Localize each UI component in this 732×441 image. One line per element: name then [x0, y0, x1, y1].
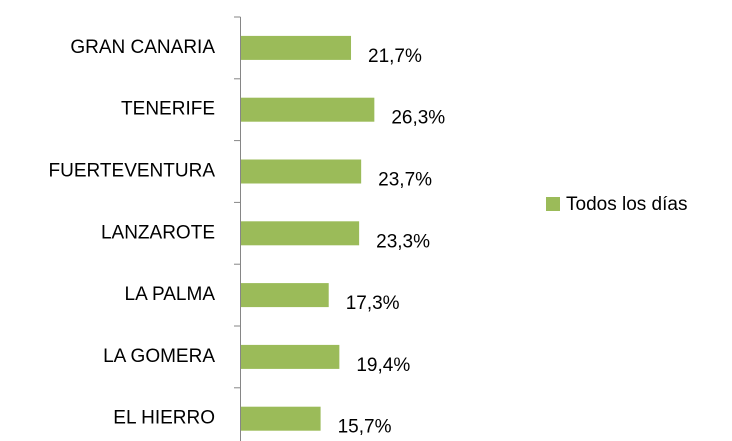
category-label: LANZAROTE	[101, 222, 215, 243]
value-label: 15,7%	[338, 417, 392, 438]
category-label: GRAN CANARIA	[70, 37, 215, 58]
value-label: 23,3%	[376, 231, 430, 252]
bar	[241, 35, 352, 60]
value-label: 17,3%	[346, 293, 400, 314]
legend-swatch	[546, 197, 560, 211]
bar	[241, 97, 375, 122]
category-label: EL HIERRO	[113, 408, 215, 429]
bar	[241, 344, 340, 369]
category-label: FUERTEVENTURA	[49, 161, 216, 182]
value-label: 23,7%	[378, 170, 432, 191]
legend-label: Todos los días	[566, 194, 687, 215]
category-label: LA GOMERA	[103, 346, 215, 367]
bar	[241, 221, 360, 246]
category-label: LA PALMA	[125, 284, 216, 305]
value-label: 21,7%	[368, 46, 422, 67]
bar	[241, 283, 329, 308]
value-label: 26,3%	[391, 108, 445, 129]
value-label: 19,4%	[356, 355, 410, 376]
bar	[241, 159, 362, 184]
bar	[241, 406, 321, 431]
category-label: TENERIFE	[121, 99, 215, 120]
